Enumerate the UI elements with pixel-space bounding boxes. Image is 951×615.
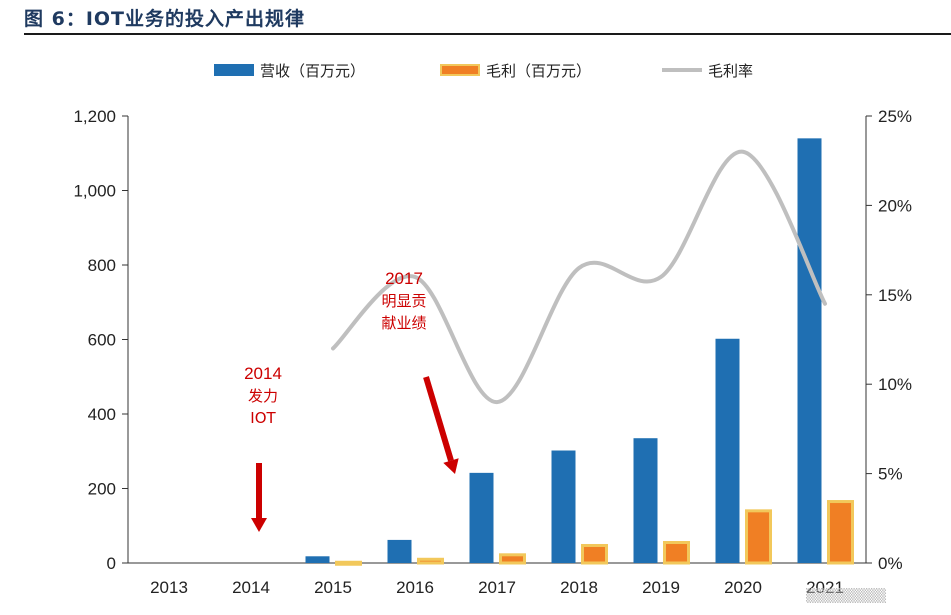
x-tick-label: 2019 <box>642 578 680 597</box>
left-tick-label: 400 <box>88 405 116 424</box>
figure-title: 图 6：IOT业务的投入产出规律 <box>24 8 306 30</box>
annotation-2014-arrow-head <box>251 518 267 532</box>
right-tick-label: 15% <box>878 286 912 305</box>
title-underline <box>24 33 951 35</box>
right-tick-label: 25% <box>878 107 912 126</box>
right-tick-label: 20% <box>878 196 912 215</box>
gross-profit-bar <box>417 557 444 565</box>
legend-item-revenue: 营收（百万元） <box>214 58 365 82</box>
right-tick-label: 0% <box>878 554 903 573</box>
revenue-bar <box>551 450 576 563</box>
legend-item-gross-profit: 毛利（百万元） <box>440 58 591 82</box>
annotation-2014-year: 2014 <box>244 364 282 383</box>
right-tick-label: 5% <box>878 465 903 484</box>
annotation-2017-year: 2017 <box>385 269 423 288</box>
legend-label-gross-profit: 毛利（百万元） <box>486 61 592 80</box>
revenue-bar <box>469 472 494 563</box>
left-tick-label: 1,200 <box>73 107 116 126</box>
revenue-bar <box>305 556 330 563</box>
legend-swatch-gross-profit <box>440 64 480 76</box>
revenue-bar <box>715 338 740 563</box>
legend-label-margin: 毛利率 <box>708 61 754 80</box>
gross-profit-bar <box>745 509 772 565</box>
revenue-bar <box>387 539 412 563</box>
left-tick-label: 200 <box>88 480 116 499</box>
legend-label-revenue: 营收（百万元） <box>260 61 366 80</box>
legend-swatch-margin <box>662 68 702 72</box>
x-tick-label: 2015 <box>314 578 352 597</box>
annotation-2017-line-1: 明显贡 <box>381 292 427 310</box>
watermark: ▒▒▒▒▒▒▒▒ <box>806 589 886 604</box>
annotation-2017-arrow-shaft <box>423 376 454 462</box>
left-tick-label: 0 <box>107 554 116 573</box>
x-tick-label: 2020 <box>724 578 762 597</box>
annotation-2017-line-2: 献业绩 <box>381 314 427 332</box>
left-tick-label: 600 <box>88 331 116 350</box>
legend-swatch-revenue <box>214 64 254 76</box>
revenue-bar <box>633 438 658 563</box>
x-tick-label: 2018 <box>560 578 598 597</box>
gross-profit-bar <box>335 560 362 566</box>
left-tick-label: 800 <box>88 256 116 275</box>
legend-item-margin: 毛利率 <box>662 58 753 82</box>
annotation-2017: 2017 明显贡 献业绩 <box>368 268 440 334</box>
figure-header: 图 6：IOT业务的投入产出规律 <box>0 0 951 36</box>
gross-profit-bar <box>499 553 526 565</box>
annotation-2017-arrow-head <box>443 458 459 474</box>
left-tick-label: 1,000 <box>73 182 116 201</box>
annotation-2014-line-1: 发力 <box>247 387 278 405</box>
annotation-2014: 2014 发力 IOT <box>232 363 294 429</box>
revenue-bar <box>797 138 822 563</box>
chart-legend: 营收（百万元） 毛利（百万元） 毛利率 <box>0 58 951 82</box>
right-tick-label: 10% <box>878 375 912 394</box>
x-tick-label: 2014 <box>232 578 270 597</box>
gross-profit-bar <box>581 543 608 565</box>
gross-profit-bar <box>827 500 854 565</box>
gross-profit-bar <box>663 541 690 565</box>
x-tick-label: 2017 <box>478 578 516 597</box>
x-tick-label: 2013 <box>150 578 188 597</box>
x-tick-label: 2016 <box>396 578 434 597</box>
annotation-2014-line-2: IOT <box>250 409 276 427</box>
